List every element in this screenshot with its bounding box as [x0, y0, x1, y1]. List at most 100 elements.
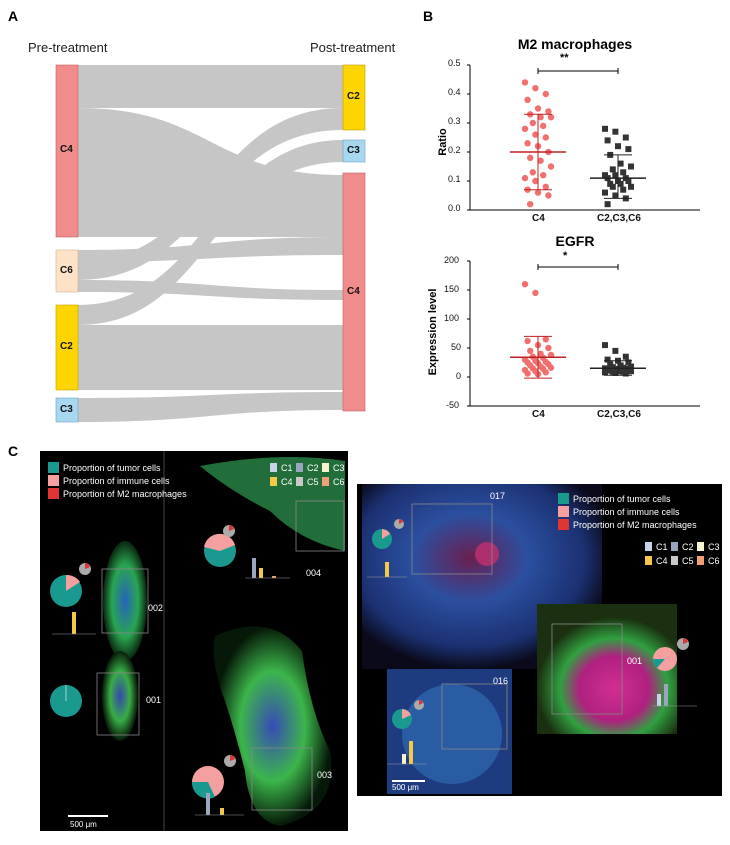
data-point	[612, 192, 619, 199]
rcl-c6-label: C6	[708, 555, 720, 566]
data-point	[521, 281, 529, 288]
data-point	[612, 172, 619, 179]
rcl-c6: C6	[697, 554, 723, 567]
data-point	[602, 125, 608, 132]
egfr-ytick-3: 100	[444, 313, 460, 323]
sankey-diagram	[55, 64, 366, 423]
node-right-c3	[342, 139, 366, 163]
data-point	[620, 169, 627, 176]
data-point	[628, 183, 634, 190]
legend-m2: Proportion of M2 macrophages	[63, 488, 187, 499]
data-point	[620, 186, 627, 193]
fov-004: 004	[306, 568, 322, 578]
node-right-c2	[342, 64, 366, 131]
egfr-category-c4: C4	[532, 409, 545, 420]
m2-category-c236: C2,C3,C6	[597, 213, 641, 224]
fov-003: 003	[317, 770, 333, 780]
pie-003	[191, 755, 236, 799]
data-point	[534, 105, 542, 112]
right-legend-immune: Proportion of immune cells	[573, 506, 680, 517]
cl-c6: C6	[322, 475, 348, 488]
m2-ytick-3: 0.3	[448, 116, 461, 126]
data-point	[604, 356, 611, 363]
tumor-swatch	[48, 462, 59, 473]
rcl-c1-label: C1	[656, 541, 668, 552]
right-tumor-swatch	[558, 493, 569, 504]
data-point	[540, 172, 547, 179]
data-point	[602, 189, 608, 196]
cl-c4-label: C4	[281, 476, 293, 487]
rcl-c3-label: C3	[708, 541, 720, 552]
cl-c5: C5	[296, 475, 322, 488]
data-point	[527, 201, 534, 208]
flow-c6-c4	[78, 237, 343, 262]
rcl-c4: C4	[645, 554, 671, 567]
data-point	[542, 369, 549, 376]
fov-016: 016	[493, 676, 509, 686]
egfr-ylabel: Expression level	[427, 288, 439, 376]
pie-002	[50, 563, 91, 607]
immune-swatch	[48, 475, 59, 486]
legend-immune: Proportion of immune cells	[63, 475, 170, 486]
data-point	[521, 125, 529, 132]
m2-ytick-2: 0.2	[448, 145, 461, 155]
cl-c6-label: C6	[333, 476, 345, 487]
rcl-c2-label: C2	[682, 541, 694, 552]
panel-c-letter: C	[8, 443, 19, 459]
cl-c1: C1	[270, 461, 296, 474]
data-point	[521, 79, 529, 86]
egfr-category-c236: C2,C3,C6	[597, 409, 641, 420]
data-point	[545, 344, 552, 352]
data-point	[604, 201, 611, 208]
right-immune-swatch	[558, 506, 569, 517]
fov-017: 017	[490, 491, 506, 501]
data-point	[602, 369, 608, 376]
m2-swatch	[48, 488, 59, 499]
flow-c2-c4	[78, 325, 343, 390]
cl-c1-label: C1	[281, 462, 293, 473]
node-right-c2-label: C2	[347, 91, 360, 102]
data-point	[532, 289, 539, 297]
flow-c4-c4	[78, 108, 343, 237]
tissue-left-image	[50, 451, 345, 831]
data-point	[527, 347, 534, 355]
pre-treatment-title: Pre-treatment	[28, 40, 108, 55]
cl-c3: C3	[322, 461, 348, 474]
data-point	[529, 119, 536, 127]
cl-c3-label: C3	[333, 462, 345, 473]
m2-ytick-5: 0.5	[448, 58, 461, 68]
right-legend-m2-row: Proportion of M2 macrophages	[558, 518, 697, 531]
data-point	[529, 169, 536, 176]
rcl-c5-label: C5	[682, 555, 694, 566]
rcl-c4-label: C4	[656, 555, 668, 566]
left-cluster-legend: C1 C2 C3 C4 C5 C6	[270, 461, 348, 488]
pie-016	[387, 700, 427, 765]
data-point	[625, 178, 632, 184]
flow-c2-c3	[78, 140, 343, 325]
right-legend-tumor: Proportion of tumor cells	[573, 493, 671, 504]
m2-ytick-4: 0.4	[448, 87, 461, 97]
node-right-c4	[342, 172, 366, 412]
cl-c4: C4	[270, 475, 296, 488]
pie-004	[204, 525, 236, 567]
data-point	[612, 369, 619, 376]
pie-017	[367, 519, 407, 578]
data-point	[622, 134, 629, 141]
node-left-c6-label: C6	[60, 265, 73, 276]
fov-001-right: 001	[627, 656, 643, 666]
m2-ytick-1: 0.1	[448, 174, 461, 184]
scalebar-right-label: 500 μm	[392, 783, 419, 792]
bars-004	[245, 558, 290, 579]
egfr-ytick-2: 50	[451, 342, 462, 352]
data-point	[628, 368, 634, 375]
scalebar-left-label: 500 μm	[70, 820, 97, 829]
data-point	[604, 137, 611, 144]
data-point	[628, 363, 634, 370]
egfr-ytick-1: 0	[456, 371, 462, 381]
data-point	[615, 143, 621, 150]
node-left-c2	[55, 304, 79, 391]
node-left-c3	[55, 397, 79, 423]
node-left-c4	[55, 64, 79, 238]
rcl-c1: C1	[645, 540, 671, 553]
left-legend: Proportion of tumor cells Proportion of …	[48, 461, 187, 500]
